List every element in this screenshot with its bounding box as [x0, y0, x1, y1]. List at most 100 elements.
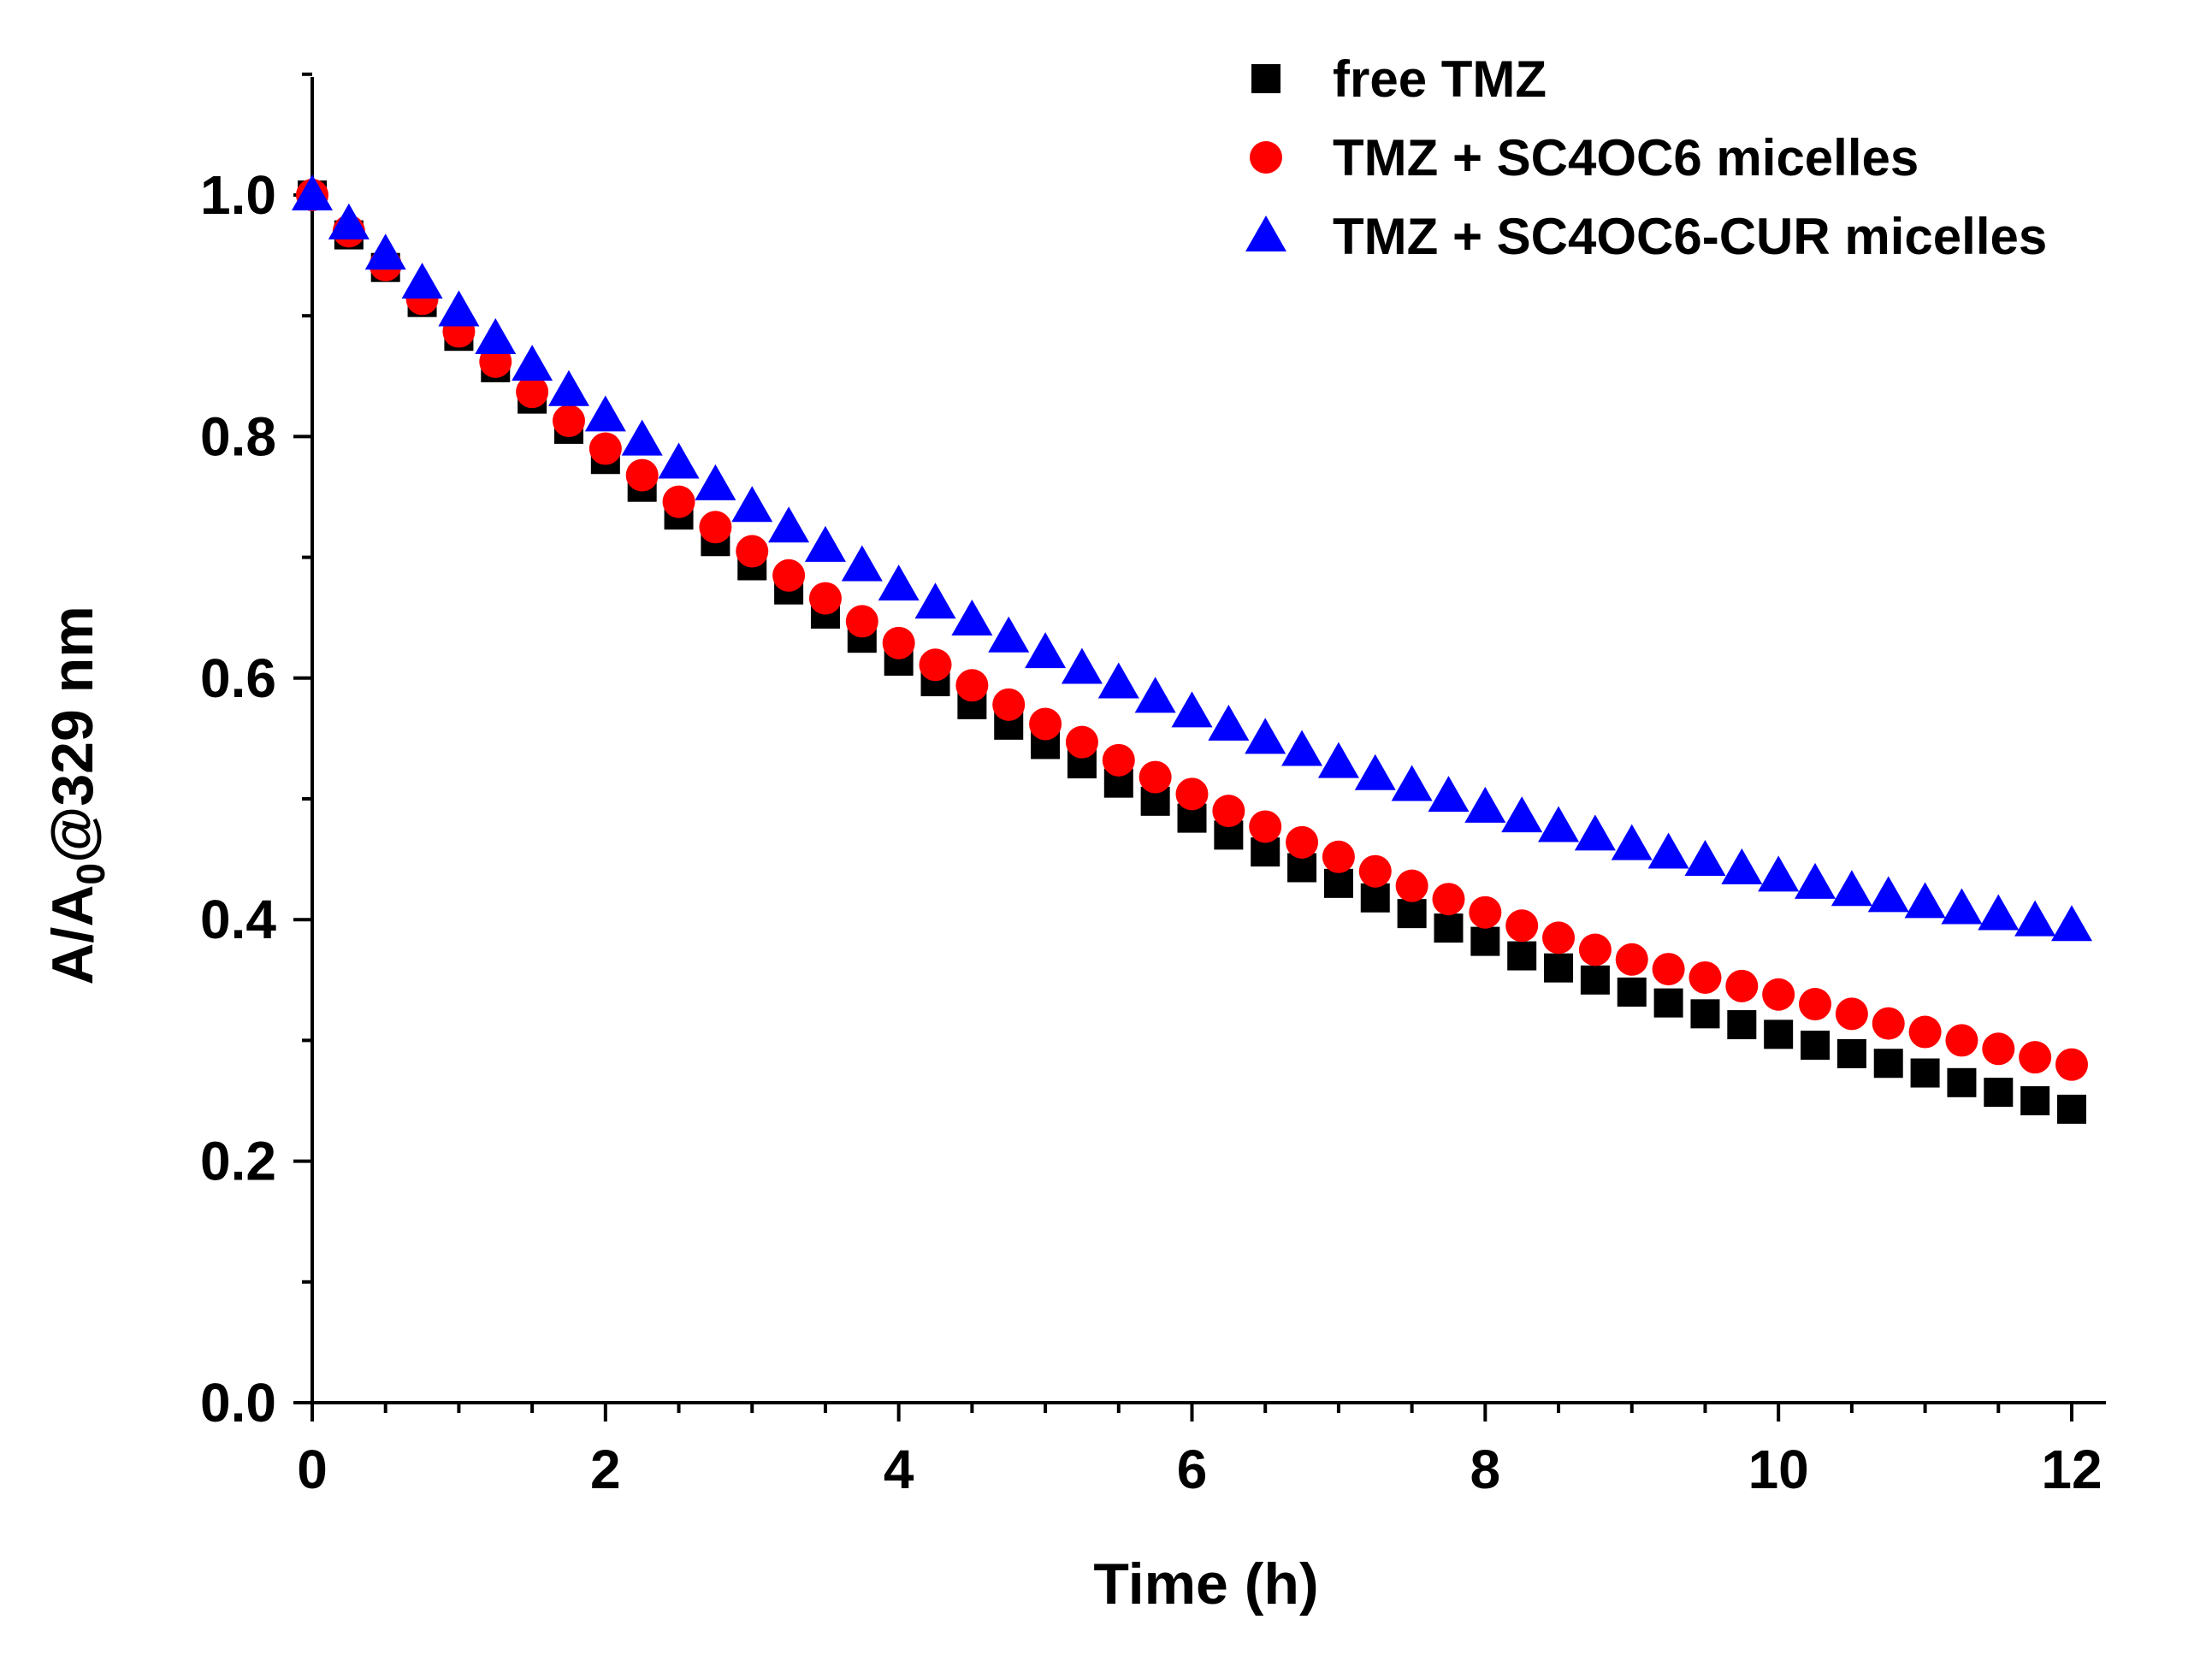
data-point-triangle [1795, 862, 1836, 899]
data-point-circle [1322, 840, 1355, 873]
x-tick-label: 12 [2041, 1439, 2102, 1500]
data-point-circle [662, 485, 695, 518]
data-point-circle [1835, 997, 1868, 1031]
data-point-triangle [1317, 742, 1359, 778]
data-point-circle [1578, 933, 1612, 966]
data-point-circle [2019, 1041, 2052, 1074]
data-point-triangle [1831, 870, 1872, 907]
data-point-triangle [1245, 718, 1286, 754]
data-point-triangle [658, 442, 700, 479]
data-point-square [1544, 953, 1574, 983]
data-point-triangle [1208, 704, 1250, 741]
data-point-triangle [1061, 647, 1103, 684]
data-point-triangle [1171, 691, 1213, 728]
data-point-circle [1542, 921, 1576, 955]
data-point-circle [1102, 743, 1135, 777]
y-axis-title-suffix: @329 nm [40, 606, 105, 863]
data-point-triangle [1097, 662, 1139, 699]
data-point-circle [516, 375, 549, 409]
data-point-square [1580, 965, 1610, 995]
y-axis-title-main: A/A [40, 885, 105, 985]
y-axis-title: A/A0@329 nm [40, 606, 113, 984]
data-point-circle [1029, 707, 1062, 741]
data-point-square [1727, 1010, 1757, 1040]
data-point-square [1653, 988, 1683, 1018]
data-point-circle [1395, 869, 1428, 902]
x-tick-label: 4 [884, 1439, 914, 1500]
x-tick-label: 0 [297, 1439, 328, 1500]
y-tick-label: 0.8 [200, 405, 276, 467]
data-point-circle [845, 605, 878, 638]
data-point-triangle [1904, 882, 1946, 919]
data-point-square [2020, 1086, 2050, 1115]
series-free-tmz [298, 180, 2086, 1124]
legend-label: free TMZ [1333, 50, 1547, 108]
data-point-square [1873, 1049, 1903, 1079]
y-axis-title-subscript: 0 [68, 863, 113, 885]
legend-marker-circle [1250, 141, 1282, 174]
data-point-circle [1175, 777, 1209, 811]
data-point-square [1360, 883, 1390, 913]
data-point-circle [1872, 1007, 1905, 1040]
data-point-circle [1615, 943, 1648, 976]
data-point-triangle [1464, 786, 1506, 823]
data-point-triangle [1978, 894, 2020, 931]
data-point-triangle [1867, 876, 1909, 913]
data-point-triangle [768, 506, 810, 543]
x-tick-label: 2 [590, 1439, 621, 1500]
data-point-square [1836, 1038, 1866, 1068]
y-tick-label: 0.0 [200, 1372, 276, 1433]
data-point-circle [1505, 909, 1539, 943]
data-point-triangle [1538, 806, 1580, 842]
data-point-triangle [364, 233, 406, 270]
data-point-circle [588, 432, 622, 465]
legend-marker-square [1251, 64, 1280, 93]
data-point-circle [1065, 725, 1098, 759]
data-point-triangle [328, 203, 370, 239]
data-point-triangle [951, 600, 993, 636]
data-point-square [1690, 999, 1720, 1029]
data-point-circle [919, 648, 952, 682]
data-point-triangle [1684, 840, 1726, 877]
data-point-triangle [731, 486, 773, 523]
data-point-triangle [1354, 754, 1396, 790]
series-tmz-sc4oc6-micelles [296, 179, 2088, 1081]
data-point-circle [1799, 988, 1832, 1021]
x-axis-title: Time (h) [1093, 1552, 1318, 1617]
data-point-circle [2055, 1048, 2088, 1081]
data-point-circle [699, 511, 732, 544]
data-point-circle [1725, 969, 1759, 1002]
data-point-triangle [878, 564, 920, 601]
data-point-triangle [2051, 905, 2092, 942]
data-point-circle [955, 669, 989, 702]
data-point-triangle [1391, 765, 1433, 801]
data-point-circle [1469, 895, 1502, 929]
data-point-circle [808, 582, 842, 615]
data-point-circle [1286, 825, 1319, 859]
series-tmz-sc4oc6-cur-micelles [292, 174, 2092, 942]
legend-marker-triangle [1245, 216, 1286, 251]
data-point-triangle [841, 545, 883, 582]
x-tick-label: 10 [1748, 1439, 1809, 1500]
data-point-triangle [2014, 900, 2056, 937]
data-point-square [1323, 868, 1353, 898]
data-point-triangle [438, 290, 480, 327]
data-point-circle [1212, 795, 1245, 828]
data-point-triangle [512, 345, 553, 381]
data-point-circle [1432, 883, 1465, 916]
data-point-square [1947, 1067, 1977, 1097]
data-point-circle [552, 405, 585, 438]
legend-label: TMZ + SC4OC6 micelles [1333, 129, 1919, 186]
legend-label: TMZ + SC4OC6-CUR micelles [1333, 208, 2047, 265]
data-point-circle [772, 559, 806, 592]
data-point-circle [1139, 760, 1172, 794]
data-point-circle [882, 626, 915, 659]
data-point-square [1397, 899, 1427, 929]
data-point-circle [625, 458, 659, 492]
data-point-triangle [1941, 888, 1983, 925]
data-point-square [1434, 913, 1464, 943]
data-point-square [2057, 1094, 2086, 1124]
data-point-triangle [1428, 776, 1470, 813]
data-point-triangle [1721, 848, 1763, 884]
data-point-triangle [475, 318, 517, 355]
